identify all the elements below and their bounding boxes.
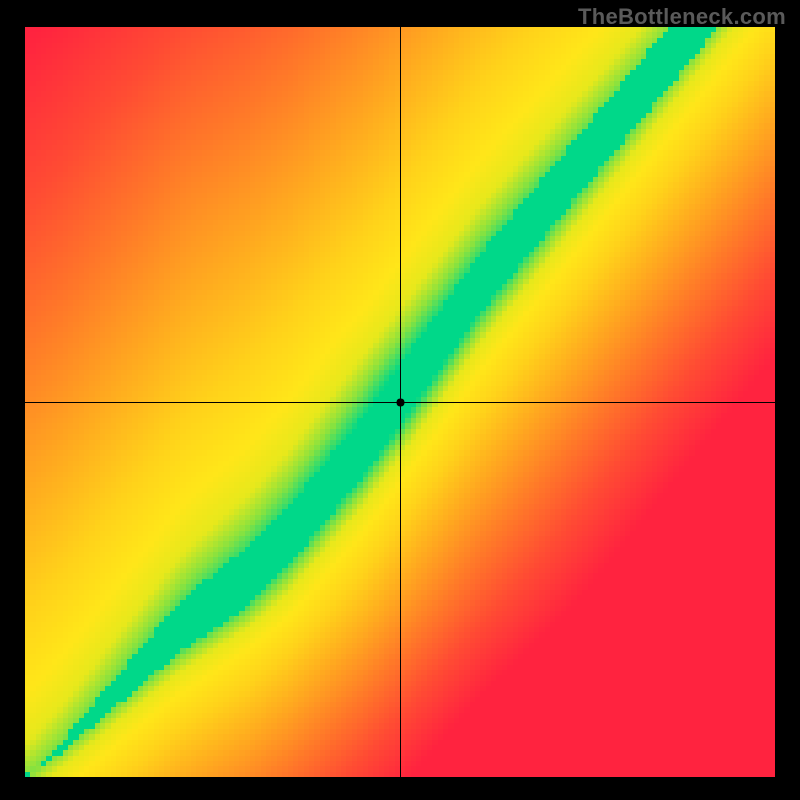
stage: TheBottleneck.com xyxy=(0,0,800,800)
watermark-text: TheBottleneck.com xyxy=(578,4,786,30)
crosshair-overlay xyxy=(25,27,775,777)
